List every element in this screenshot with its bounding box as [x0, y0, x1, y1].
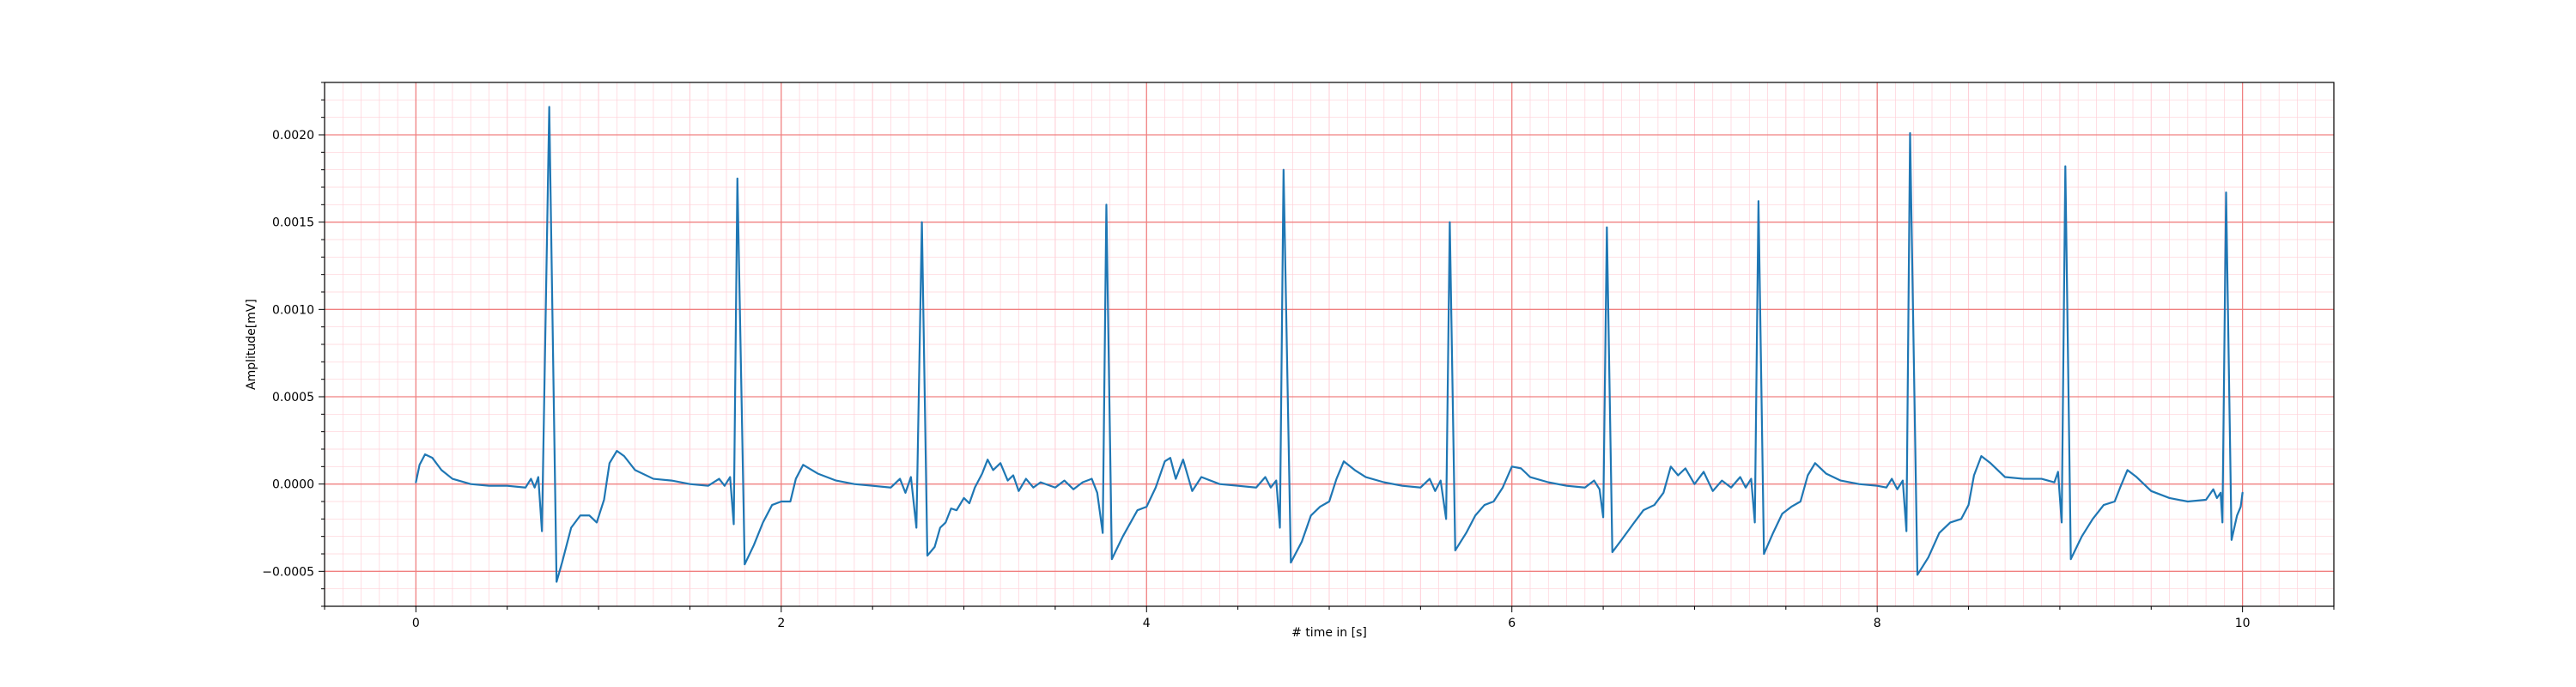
ecg-series-line [415, 106, 2244, 583]
x-axis-label: # time in [s] [1291, 626, 1367, 640]
y-axis-ticks: −0.0005 0.0000 0.0005 0.0010 0.0015 0.0020 [262, 82, 325, 607]
x-axis-ticks: 0 2 4 6 8 10 [324, 606, 2335, 630]
x-tick-label: 4 [1143, 617, 1151, 630]
x-tick-label: 0 [412, 617, 420, 630]
y-tick-label: 0.0000 [272, 478, 314, 492]
y-tick-label: −0.0005 [262, 565, 314, 579]
major-grid [325, 82, 2334, 606]
plot-area [324, 82, 2335, 607]
x-tick-label: 6 [1508, 617, 1516, 630]
x-tick-label: 2 [777, 617, 785, 630]
y-tick-label: 0.0010 [272, 303, 314, 317]
y-tick-label: 0.0020 [272, 129, 314, 143]
x-tick-label: 10 [2235, 617, 2251, 630]
x-tick-label: 8 [1874, 617, 1881, 630]
y-axis-label: Amplitude[mV] [245, 299, 258, 390]
y-tick-label: 0.0015 [272, 216, 314, 230]
series-layer [415, 106, 2244, 583]
y-tick-label: 0.0005 [272, 391, 314, 404]
